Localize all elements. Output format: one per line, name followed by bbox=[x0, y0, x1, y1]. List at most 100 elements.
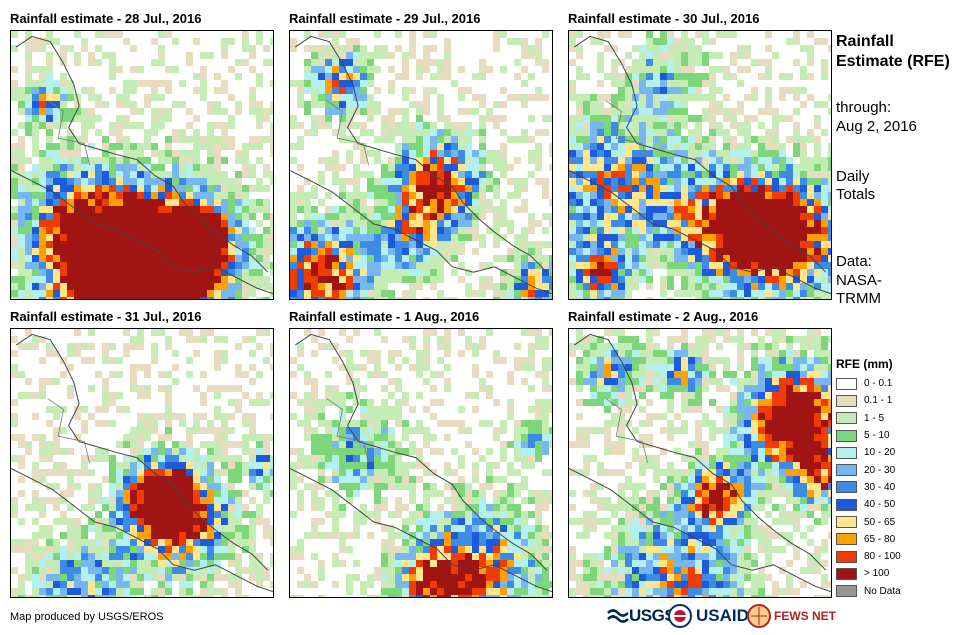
rainfall-cell bbox=[444, 129, 451, 136]
rainfall-cell bbox=[53, 497, 60, 504]
rainfall-cell bbox=[772, 129, 779, 136]
rainfall-cell bbox=[500, 511, 507, 518]
rainfall-cell bbox=[521, 483, 528, 490]
rainfall-cell bbox=[353, 248, 360, 255]
rainfall-cell bbox=[179, 290, 186, 297]
rainfall-cell bbox=[179, 553, 186, 560]
rainfall-cell bbox=[395, 455, 402, 462]
rainfall-cell bbox=[535, 164, 542, 171]
rainfall-cell bbox=[751, 206, 758, 213]
rainfall-cell bbox=[632, 101, 639, 108]
rainfall-cell bbox=[632, 248, 639, 255]
rainfall-cell bbox=[39, 101, 46, 108]
rainfall-cell bbox=[346, 455, 353, 462]
rainfall-cell bbox=[109, 490, 116, 497]
rainfall-cell bbox=[242, 392, 249, 399]
rainfall-cell bbox=[583, 115, 590, 122]
rainfall-cell bbox=[465, 220, 472, 227]
rainfall-cell bbox=[144, 574, 151, 581]
rainfall-cell bbox=[367, 406, 374, 413]
rainfall-cell bbox=[81, 588, 88, 595]
rainfall-cell bbox=[325, 122, 332, 129]
rainfall-cell bbox=[353, 364, 360, 371]
rainfall-cell bbox=[137, 343, 144, 350]
rainfall-cell bbox=[290, 276, 297, 283]
rainfall-cell bbox=[709, 122, 716, 129]
rainfall-cell bbox=[130, 255, 137, 262]
rainfall-cell bbox=[304, 192, 311, 199]
rainfall-cell bbox=[521, 290, 528, 297]
rainfall-cell bbox=[437, 539, 444, 546]
rainfall-cell bbox=[730, 290, 737, 297]
rainfall-cell bbox=[444, 350, 451, 357]
rainfall-cell bbox=[193, 241, 200, 248]
rainfall-cell bbox=[611, 66, 618, 73]
rainfall-cell bbox=[388, 164, 395, 171]
rainfall-cell bbox=[339, 227, 346, 234]
rainfall-cell bbox=[39, 392, 46, 399]
rainfall-cell bbox=[179, 276, 186, 283]
rainfall-cell bbox=[423, 462, 430, 469]
rainfall-cell bbox=[193, 525, 200, 532]
rainfall-cell bbox=[493, 532, 500, 539]
rainfall-cell bbox=[576, 108, 583, 115]
rainfall-cell bbox=[123, 560, 130, 567]
rainfall-cell bbox=[46, 290, 53, 297]
rainfall-cell bbox=[667, 171, 674, 178]
rainfall-cell bbox=[597, 38, 604, 45]
rainfall-cell bbox=[172, 178, 179, 185]
rainfall-cell bbox=[158, 595, 165, 597]
rainfall-cell bbox=[242, 227, 249, 234]
rainfall-cell bbox=[88, 143, 95, 150]
rainfall-cell bbox=[116, 483, 123, 490]
rainfall-cell bbox=[730, 108, 737, 115]
rainfall-cell bbox=[660, 87, 667, 94]
rainfall-cell bbox=[737, 290, 744, 297]
rainfall-cell bbox=[123, 462, 130, 469]
rainfall-cell bbox=[653, 213, 660, 220]
rainfall-cell bbox=[360, 143, 367, 150]
rainfall-cell bbox=[74, 248, 81, 255]
rainfall-cell bbox=[249, 199, 256, 206]
rainfall-cell bbox=[444, 329, 451, 336]
rainfall-cell bbox=[597, 115, 604, 122]
rainfall-cell bbox=[604, 262, 611, 269]
rainfall-cell bbox=[256, 434, 263, 441]
rainfall-cell bbox=[67, 276, 74, 283]
rainfall-cell bbox=[360, 255, 367, 262]
rainfall-cell bbox=[493, 150, 500, 157]
rainfall-cell bbox=[702, 255, 709, 262]
rainfall-cell bbox=[318, 213, 325, 220]
rainfall-cell bbox=[660, 73, 667, 80]
rainfall-cell bbox=[667, 276, 674, 283]
rainfall-cell bbox=[346, 38, 353, 45]
rainfall-cell bbox=[102, 206, 109, 213]
rainfall-cell bbox=[765, 248, 772, 255]
rainfall-cell bbox=[569, 31, 576, 38]
rainfall-cell bbox=[465, 157, 472, 164]
rainfall-cell bbox=[242, 539, 249, 546]
rainfall-cell bbox=[207, 290, 214, 297]
rainfall-cell bbox=[793, 108, 800, 115]
rainfall-cell bbox=[479, 66, 486, 73]
rainfall-cell bbox=[228, 255, 235, 262]
rainfall-cell bbox=[60, 269, 67, 276]
rainfall-cell bbox=[346, 427, 353, 434]
rainfall-cell bbox=[144, 476, 151, 483]
rainfall-cell bbox=[158, 262, 165, 269]
rainfall-cell bbox=[800, 220, 807, 227]
rainfall-cell bbox=[165, 220, 172, 227]
rainfall-cell bbox=[458, 532, 465, 539]
rainfall-cell bbox=[102, 574, 109, 581]
southern-coastline bbox=[11, 169, 273, 295]
rainfall-cell bbox=[786, 38, 793, 45]
rainfall-cell bbox=[242, 248, 249, 255]
rainfall-cell bbox=[235, 588, 242, 595]
rainfall-cell bbox=[67, 581, 74, 588]
rainfall-cell bbox=[311, 399, 318, 406]
rainfall-cell bbox=[611, 115, 618, 122]
rainfall-cell bbox=[486, 448, 493, 455]
rainfall-cell bbox=[451, 539, 458, 546]
rainfall-cell bbox=[53, 448, 60, 455]
rainfall-cell bbox=[374, 269, 381, 276]
